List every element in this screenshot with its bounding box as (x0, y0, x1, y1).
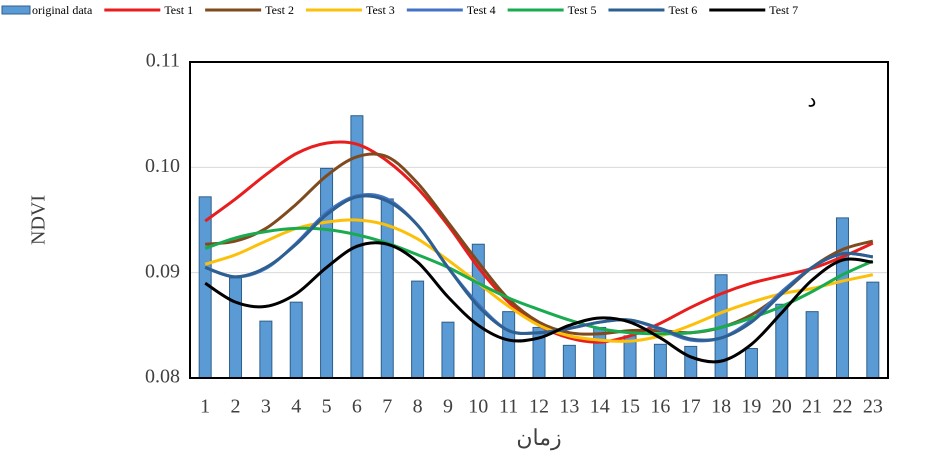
legend-label: Test 2 (265, 3, 294, 17)
line (204, 241, 874, 364)
x-tick-label: 16 (650, 396, 670, 418)
line (204, 192, 874, 343)
x-tick-label: 9 (443, 396, 453, 418)
line (204, 194, 874, 342)
x-tick-label: 7 (382, 396, 392, 418)
bar (653, 343, 667, 379)
legend-label: Test 3 (366, 3, 395, 17)
bar (562, 344, 576, 379)
x-tick-label: 12 (529, 396, 549, 418)
line (204, 140, 874, 344)
annotation: د (808, 90, 817, 112)
x-axis-title: زمان (516, 425, 561, 451)
x-tick-label: 20 (772, 396, 792, 418)
y-tick-label: 0.10 (145, 155, 180, 177)
legend-label: Test 7 (769, 3, 798, 17)
bar (684, 345, 698, 379)
plot-frame (189, 61, 889, 379)
x-tick-label: 13 (559, 396, 579, 418)
x-tick-label: 15 (620, 396, 640, 418)
bar (805, 311, 819, 379)
x-tick-label: 11 (499, 396, 518, 418)
bar (866, 281, 880, 379)
bar (289, 301, 303, 379)
legend-swatch (1, 5, 31, 15)
y-tick-label: 0.11 (146, 50, 180, 72)
bar (411, 280, 425, 379)
x-tick-label: 1 (200, 396, 210, 418)
x-tick-label: 23 (863, 396, 883, 418)
bar (835, 217, 849, 379)
x-tick-label: 18 (711, 396, 731, 418)
legend-label: Test 1 (164, 3, 193, 17)
bar (320, 167, 334, 379)
y-tick-label: 0.08 (145, 366, 180, 388)
x-tick-label: 14 (590, 396, 610, 418)
bar (744, 348, 758, 379)
legend-label: Test 5 (568, 3, 597, 17)
bar (532, 326, 546, 379)
line (205, 152, 874, 336)
bar (441, 321, 455, 379)
x-tick-label: 22 (832, 396, 852, 418)
bar (259, 320, 273, 379)
x-tick-label: 5 (322, 396, 332, 418)
x-tick-label: 3 (261, 396, 271, 418)
x-tick-label: 4 (291, 396, 301, 418)
x-tick-label: 2 (231, 396, 241, 418)
x-tick-label: 19 (741, 396, 761, 418)
bar (229, 277, 243, 379)
legend-label: original data (32, 3, 93, 17)
x-tick-label: 10 (468, 396, 488, 418)
line (204, 226, 874, 336)
y-axis-title: NDVI (28, 195, 50, 245)
legend-label: Test 4 (467, 3, 496, 17)
bar (502, 311, 516, 379)
x-tick-label: 6 (352, 396, 362, 418)
legend-label: Test 6 (668, 3, 697, 17)
x-tick-label: 21 (802, 396, 822, 418)
y-tick-label: 0.09 (145, 260, 180, 282)
x-tick-label: 17 (681, 396, 701, 418)
x-tick-label: 8 (413, 396, 423, 418)
